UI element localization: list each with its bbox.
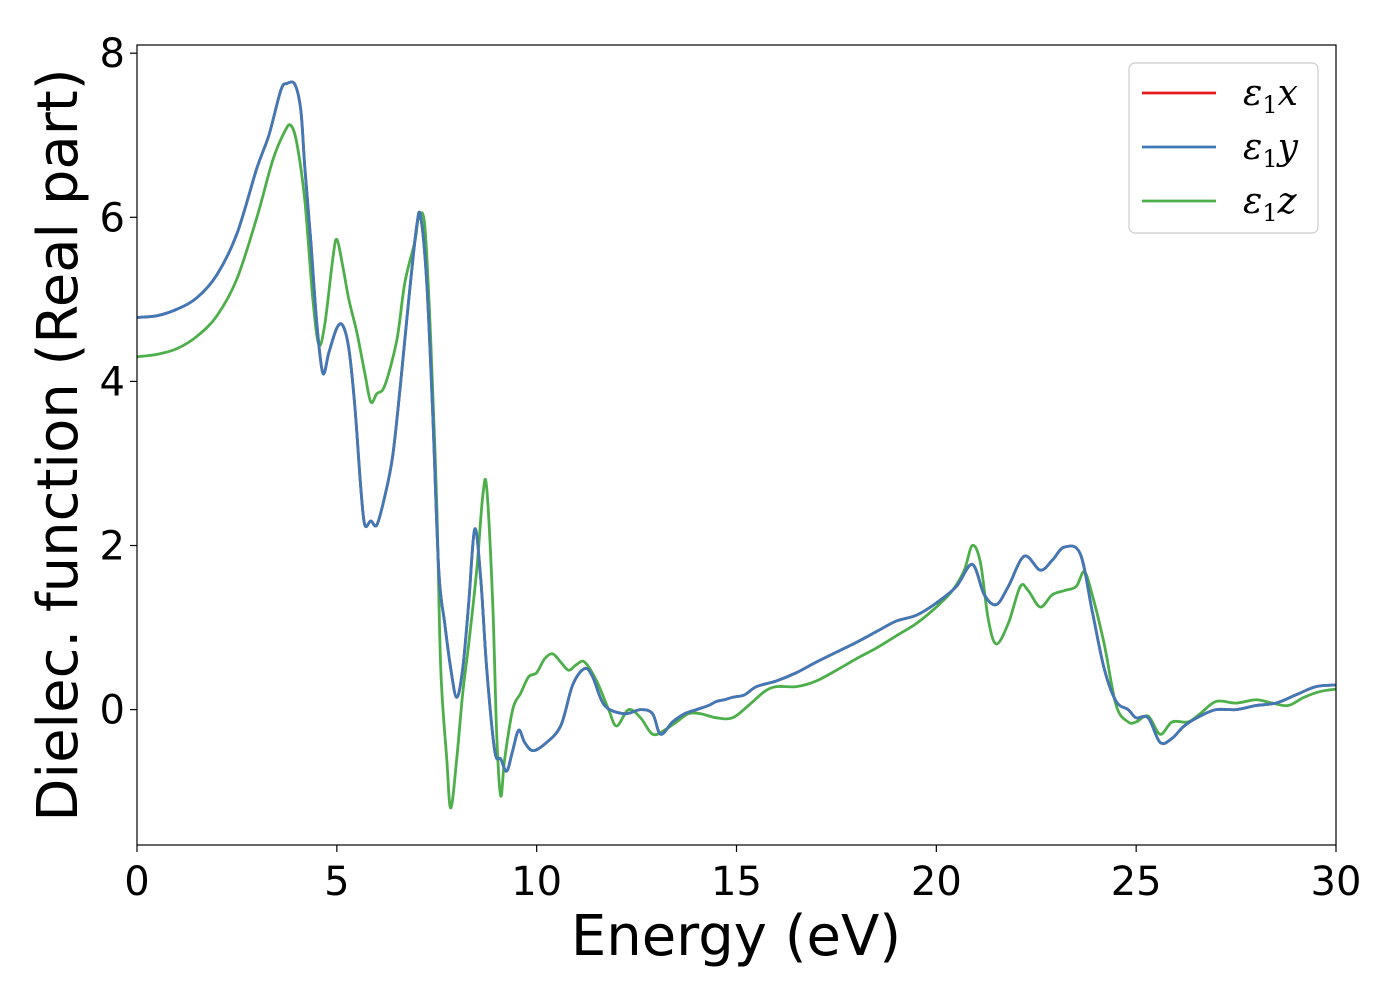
y-axis-ticks: 0 2 4 6 8 — [100, 31, 137, 734]
legend-box — [1128, 62, 1319, 234]
y-tick-label: 2 — [100, 524, 125, 570]
y-tick-label: 0 — [100, 688, 125, 734]
x-tick-label: 0 — [124, 859, 149, 905]
y-tick-label: 6 — [100, 195, 125, 241]
x-tick-label: 30 — [1311, 859, 1362, 905]
y-tick-label: 8 — [100, 31, 125, 77]
legend-label-x: ε1x — [1243, 73, 1298, 119]
x-tick-label: 5 — [324, 859, 349, 905]
x-tick-label: 25 — [1111, 859, 1162, 905]
y-tick-label: 4 — [100, 359, 125, 405]
series-line-y — [137, 80, 1336, 773]
series-lines — [137, 80, 1336, 810]
series-line-z — [137, 123, 1336, 810]
legend-label-y: ε1y — [1243, 127, 1299, 173]
x-tick-label: 10 — [511, 859, 562, 905]
x-tick-label: 20 — [911, 859, 962, 905]
y-axis-label: Dielec. function (Real part) — [26, 68, 91, 821]
legend-label-z: ε1z — [1243, 181, 1298, 227]
legend: ε1x ε1y ε1z — [1128, 62, 1319, 234]
x-tick-label: 15 — [711, 859, 762, 905]
x-axis-ticks: 0 5 10 15 20 25 30 — [124, 845, 1361, 905]
x-axis-label: Energy (eV) — [571, 904, 901, 969]
